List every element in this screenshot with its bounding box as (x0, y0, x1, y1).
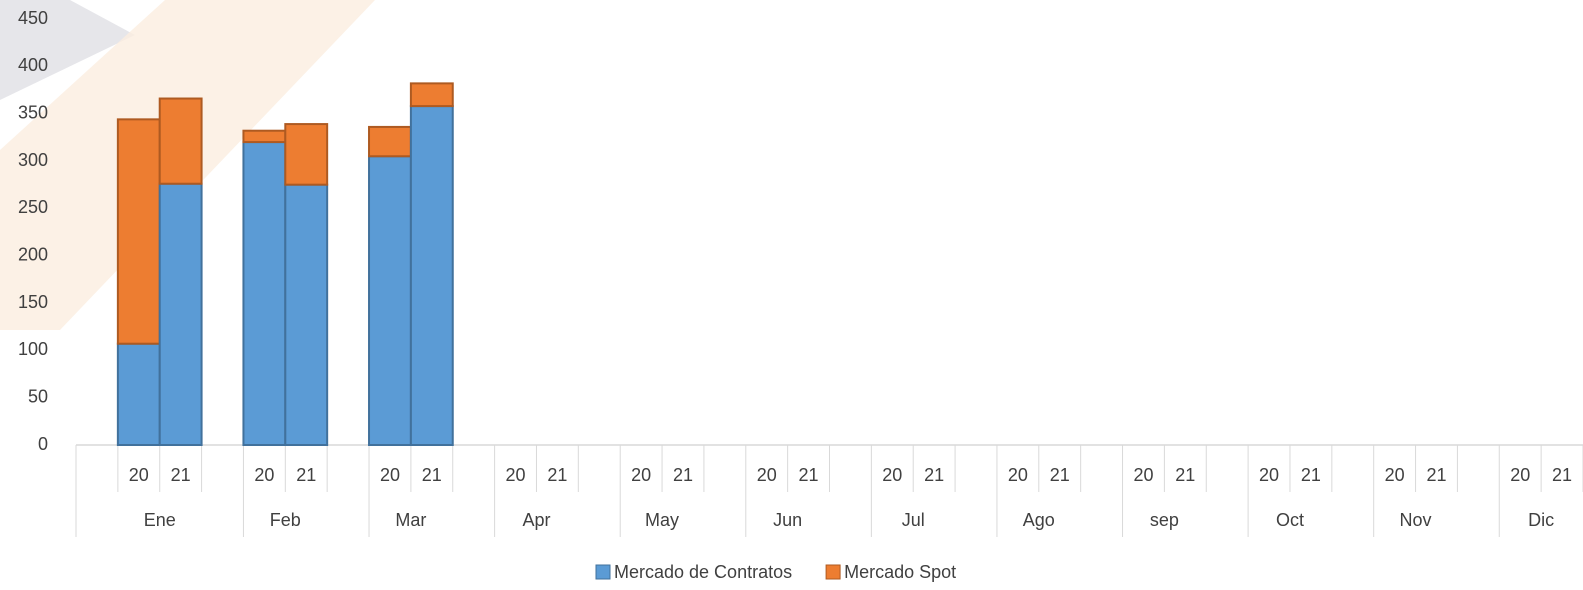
x-tick-label: 20 (1385, 465, 1405, 485)
x-tick-label: 20 (506, 465, 526, 485)
bar-segment (242, 129, 287, 144)
bar-segment (158, 97, 203, 185)
legend-swatch (595, 564, 611, 580)
x-tick-label: 20 (129, 465, 149, 485)
legend-label: Mercado Spot (844, 562, 956, 582)
y-tick-label: 450 (18, 8, 48, 28)
x-tick-label: 20 (757, 465, 777, 485)
x-tick-label: 21 (1175, 465, 1195, 485)
group-label: Jul (902, 510, 925, 530)
y-tick-label: 250 (18, 197, 48, 217)
x-tick-label: 21 (547, 465, 567, 485)
group-label: Ago (1023, 510, 1055, 530)
bar-segment (116, 342, 161, 446)
x-tick-label: 20 (631, 465, 651, 485)
bar-segment (409, 105, 454, 447)
x-tick-label: 20 (380, 465, 400, 485)
x-tick-label: 20 (1259, 465, 1279, 485)
bar-segment (368, 125, 412, 158)
x-tick-label: 21 (171, 465, 191, 485)
group-label: Feb (270, 510, 301, 530)
x-tick-label: 21 (1552, 465, 1572, 485)
x-tick-label: 21 (296, 465, 316, 485)
x-tick-label: 21 (1426, 465, 1446, 485)
group-label: sep (1150, 510, 1179, 530)
group-label: May (645, 510, 679, 530)
x-tick-label: 21 (799, 465, 819, 485)
group-label: Dic (1528, 510, 1554, 530)
y-tick-label: 350 (18, 102, 48, 122)
group-label: Mar (395, 510, 426, 530)
legend-label: Mercado de Contratos (614, 562, 792, 582)
bar-segment (116, 118, 161, 345)
y-tick-label: 100 (18, 339, 48, 359)
x-tick-label: 20 (882, 465, 902, 485)
watermark (0, 0, 135, 100)
bar-segment (284, 183, 329, 447)
group-label: Apr (522, 510, 550, 530)
x-tick-label: 21 (422, 465, 442, 485)
y-tick-label: 200 (18, 244, 48, 264)
x-tick-label: 20 (254, 465, 274, 485)
x-tick-label: 21 (1301, 465, 1321, 485)
bar-segment (409, 82, 454, 108)
bar-segment (158, 182, 203, 446)
x-tick-label: 21 (924, 465, 944, 485)
y-tick-label: 300 (18, 150, 48, 170)
bar-segment (284, 123, 329, 186)
x-tick-label: 20 (1133, 465, 1153, 485)
y-tick-label: 0 (38, 434, 48, 454)
group-label: Nov (1400, 510, 1432, 530)
y-tick-label: 400 (18, 55, 48, 75)
bar-segment (242, 141, 287, 446)
bar-segment (368, 155, 412, 446)
x-tick-label: 21 (673, 465, 693, 485)
y-tick-label: 150 (18, 292, 48, 312)
group-label: Oct (1276, 510, 1304, 530)
group-label: Ene (144, 510, 176, 530)
x-tick-label: 21 (1050, 465, 1070, 485)
y-tick-label: 50 (28, 386, 48, 406)
x-tick-label: 20 (1008, 465, 1028, 485)
legend-swatch (825, 564, 841, 580)
group-label: Jun (773, 510, 802, 530)
x-tick-label: 20 (1510, 465, 1530, 485)
